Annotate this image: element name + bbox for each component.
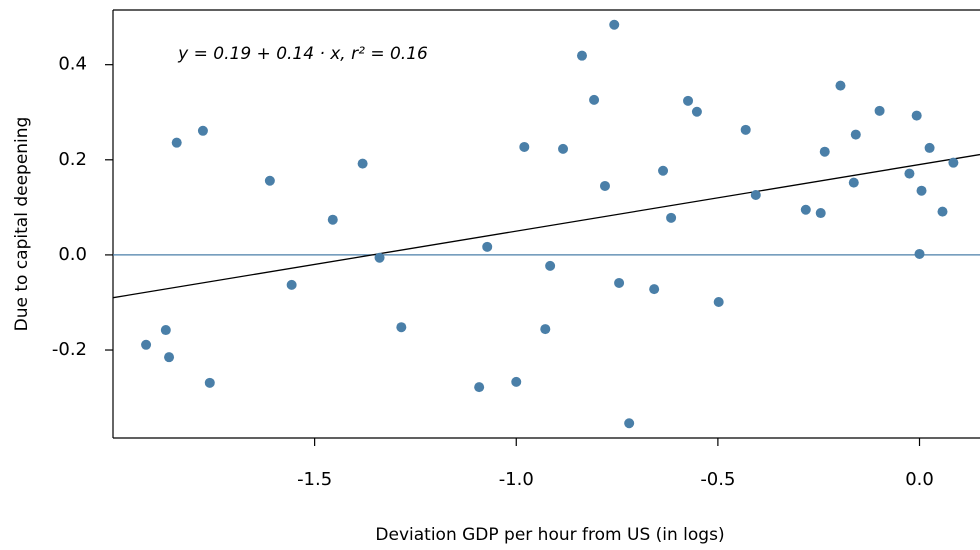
data-point — [164, 352, 175, 363]
data-point — [171, 137, 182, 148]
data-point — [396, 322, 407, 333]
data-point — [924, 142, 935, 153]
y-tick-label: 0.4 — [58, 54, 87, 75]
data-point — [666, 212, 677, 223]
data-point — [474, 382, 485, 393]
data-point — [624, 418, 635, 429]
y-tick-label: 0.0 — [58, 244, 87, 265]
data-point — [511, 376, 522, 387]
data-point — [357, 158, 368, 169]
annotation: y = 0.19 + 0.14 · x, r² = 0.16 — [177, 44, 428, 64]
x-tick-label: 0.0 — [905, 469, 934, 490]
data-point — [815, 208, 826, 219]
x-tick-label: -1.5 — [297, 469, 332, 490]
data-point — [691, 106, 702, 117]
data-point — [850, 129, 861, 140]
data-point — [264, 175, 275, 186]
data-point — [540, 324, 551, 335]
data-point — [374, 252, 385, 263]
data-point — [874, 105, 885, 116]
data-point — [904, 168, 915, 179]
data-point — [558, 143, 569, 154]
data-point — [819, 146, 830, 157]
data-point — [141, 339, 152, 350]
data-point — [482, 241, 493, 252]
x-axis-title: Deviation GDP per hour from US (in logs) — [375, 525, 724, 545]
data-point — [286, 279, 297, 290]
data-point — [911, 110, 922, 121]
data-point — [740, 124, 751, 135]
data-point — [519, 141, 530, 152]
data-point — [750, 189, 761, 200]
data-point — [609, 19, 620, 30]
data-point — [800, 204, 811, 215]
y-tick-label: 0.2 — [58, 149, 87, 170]
data-point — [599, 180, 610, 191]
data-point — [848, 177, 859, 188]
data-point — [916, 185, 927, 196]
x-tick-label: -1.0 — [499, 469, 534, 490]
x-tick-label: -0.5 — [700, 469, 735, 490]
trend-line — [113, 153, 980, 299]
data-point — [545, 260, 556, 271]
data-point — [948, 157, 959, 168]
data-point — [835, 80, 846, 91]
data-point — [683, 95, 694, 106]
data-point — [614, 277, 625, 288]
data-point — [327, 214, 338, 225]
data-point — [713, 296, 724, 307]
data-point — [589, 94, 600, 105]
data-point — [914, 248, 925, 259]
y-tick-label: -0.2 — [52, 339, 87, 360]
data-point — [160, 325, 171, 336]
y-axis-title: Due to capital deepening — [12, 117, 32, 332]
data-point — [197, 125, 208, 136]
data-point — [937, 206, 948, 217]
data-point — [658, 165, 669, 176]
data-point — [649, 284, 660, 295]
data-point — [576, 50, 587, 61]
plot-area — [113, 19, 980, 429]
data-point — [204, 377, 215, 388]
